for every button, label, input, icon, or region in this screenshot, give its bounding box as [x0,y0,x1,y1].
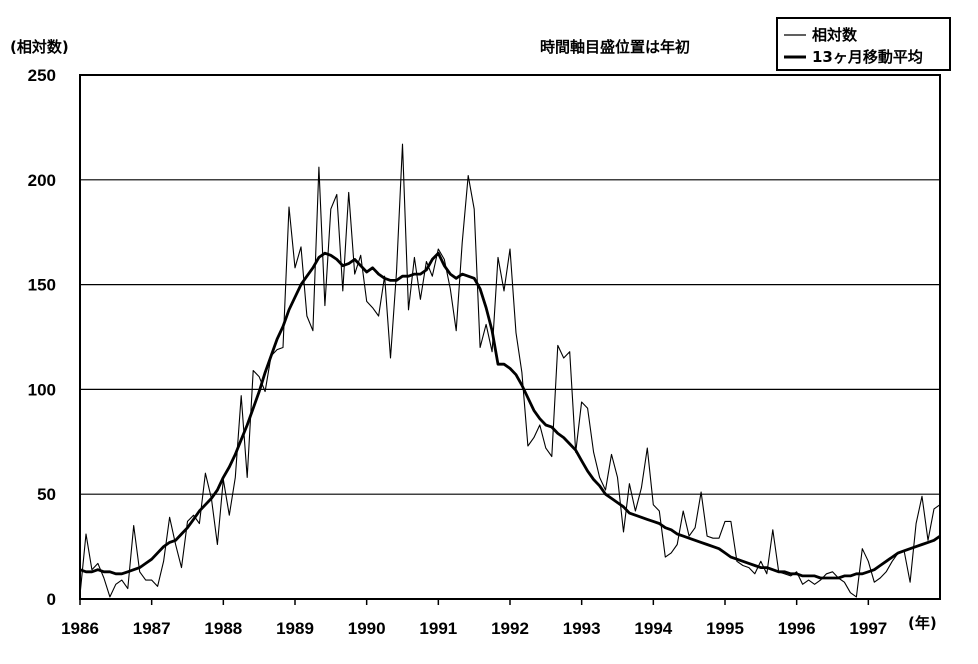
x-tick-label: 1992 [491,619,529,638]
chart-note: 時間軸目盛位置は年初 [540,38,690,56]
gridlines [80,179,940,495]
y-tick-label: 50 [37,485,56,504]
x-axis-ticks: 1986 1987 1988 1989 1990 1991 1992 1993 1994 1995… [61,599,887,638]
x-tick-label: 1987 [133,619,171,638]
x-tick-label: 1997 [849,619,887,638]
y-tick-label: 250 [28,66,56,85]
x-tick-label: 1989 [276,619,314,638]
series-group [79,143,941,598]
legend-label-moving-average: 13ヶ月移動平均 [812,48,923,66]
y-tick-label: 100 [28,380,56,399]
legend: 相対数 13ヶ月移動平均 [776,17,951,71]
x-axis-label: (年) [908,614,937,632]
legend-label-relative: 相対数 [812,26,858,44]
x-tick-label: 1990 [348,619,386,638]
x-tick-label: 1988 [204,619,242,638]
x-tick-label: 1993 [563,619,601,638]
x-tick-label: 1986 [61,619,99,638]
x-tick-label: 1995 [706,619,744,638]
y-tick-label: 200 [28,171,56,190]
y-axis-ticks: 0 50 100 150 200 250 [28,66,56,609]
x-tick-label: 1996 [778,619,816,638]
plot-area [79,74,941,600]
y-axis-label: (相対数) [10,38,69,56]
x-tick-label: 1994 [634,619,672,638]
y-tick-label: 150 [28,276,56,295]
legend-box [776,17,951,71]
y-tick-label: 0 [47,590,56,609]
series-moving-average-line [79,251,941,580]
x-tick-label: 1991 [419,619,457,638]
